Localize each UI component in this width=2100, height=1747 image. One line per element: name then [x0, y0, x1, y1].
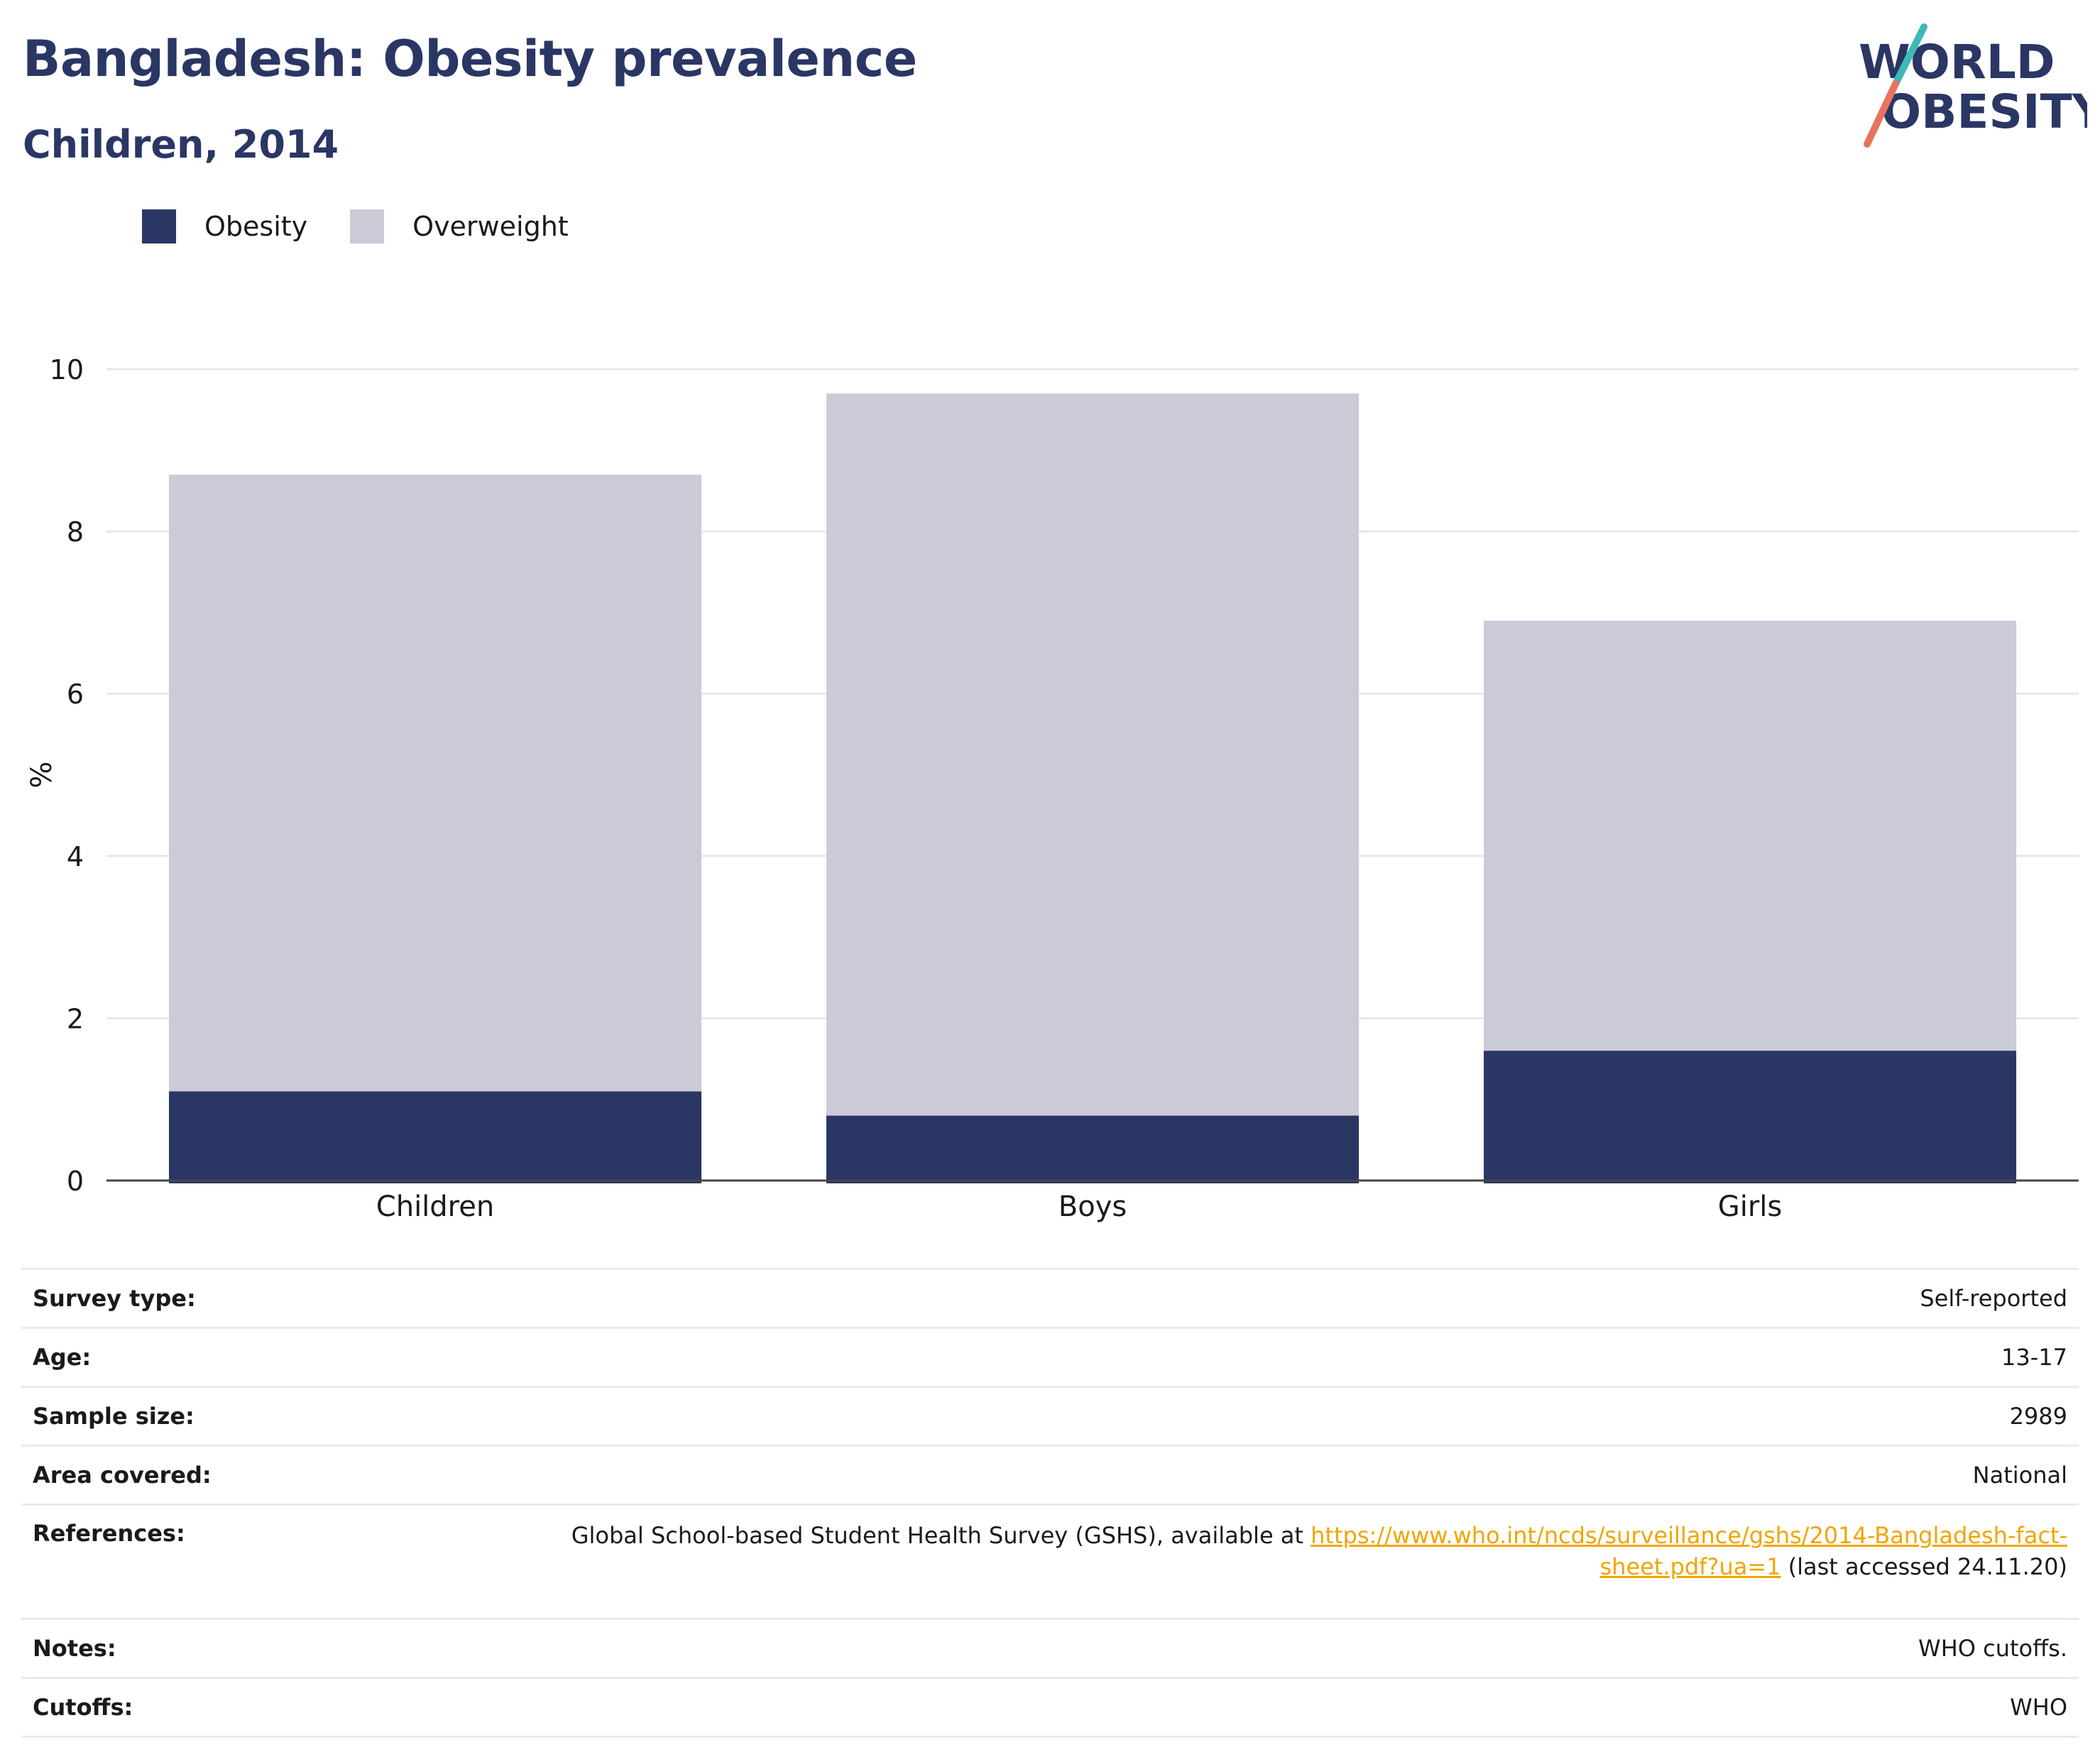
bar-obesity-girls[interactable] — [1483, 1051, 2017, 1183]
y-tick-label: 6 — [67, 679, 84, 710]
bar-overweight-girls[interactable] — [1483, 620, 2017, 1051]
logo-slash-teal — [1892, 23, 1927, 87]
info-row-sample-size: Sample size: 2989 — [21, 1386, 2079, 1445]
reference-accessed: (last accessed 24.11.20) — [1781, 1553, 2067, 1580]
info-row-references: References: Global School-based Student … — [21, 1504, 2079, 1618]
bar-obesity-boys[interactable] — [826, 1115, 1360, 1183]
info-row-survey-type: Survey type: Self-reported — [21, 1268, 2079, 1327]
world-obesity-logo: WORLD OBESITY — [1859, 23, 2087, 148]
bar-overweight-children[interactable] — [168, 474, 702, 1092]
bar-chart: 0 2 4 6 8 10% Children Boys Girls — [26, 354, 2079, 1223]
logo-text-obesity: OBESITY — [1881, 84, 2087, 139]
x-tick-label: Children — [376, 1190, 494, 1223]
page-title: Bangladesh: Obesity prevalence — [23, 30, 917, 88]
legend-swatch-obesity — [142, 209, 176, 243]
y-tick-label: 2 — [67, 1003, 84, 1034]
info-label: Area covered: — [33, 1462, 212, 1489]
bar-obesity-children[interactable] — [168, 1091, 702, 1183]
info-label: Age: — [33, 1344, 92, 1371]
legend-label-obesity: Obesity — [204, 211, 308, 242]
info-label: Cutoffs: — [33, 1694, 133, 1721]
info-label: Sample size: — [33, 1403, 195, 1430]
info-value: WHO cutoffs. — [1918, 1635, 2067, 1662]
y-tick-label: 10 — [50, 354, 84, 385]
legend-label-overweight: Overweight — [412, 211, 569, 242]
info-label: Survey type: — [33, 1285, 196, 1312]
info-value: Global School-based Student Health Surve… — [534, 1520, 2067, 1582]
info-row-age: Age: 13-17 — [21, 1327, 2079, 1386]
info-row-notes: Notes: WHO cutoffs. — [21, 1618, 2079, 1677]
info-value: National — [1972, 1462, 2067, 1489]
info-label: References: — [33, 1520, 185, 1547]
chart-axes: 0 2 4 6 8 10% Children Boys Girls — [26, 354, 2079, 1223]
info-value: Self-reported — [1920, 1285, 2067, 1312]
y-tick-label: 4 — [67, 841, 84, 872]
info-value: WHO — [2010, 1694, 2067, 1721]
y-tick-label: 8 — [67, 517, 84, 548]
info-row-cutoffs: Cutoffs: WHO — [21, 1677, 2079, 1738]
info-row-area: Area covered: National — [21, 1445, 2079, 1504]
bar-overweight-boys[interactable] — [826, 393, 1360, 1116]
info-label: Notes: — [33, 1635, 116, 1662]
x-tick-label: Girls — [1718, 1190, 1783, 1223]
logo-slash-coral — [1864, 80, 1899, 148]
survey-info-table: Survey type: Self-reported Age: 13-17 Sa… — [21, 1268, 2079, 1738]
reference-text: Global School-based Student Health Surve… — [571, 1522, 1311, 1549]
legend-item-obesity[interactable]: Obesity — [142, 209, 307, 243]
legend-swatch-overweight — [350, 209, 385, 243]
chart-bars — [168, 393, 2017, 1183]
info-value: 2989 — [2009, 1403, 2067, 1430]
page-subtitle: Children, 2014 — [23, 122, 339, 167]
reference-link[interactable]: https://www.who.int/ncds/surveillance/gs… — [1311, 1522, 2067, 1580]
y-tick-label: 0 — [67, 1166, 84, 1197]
logo-text-world: WORLD — [1859, 35, 2055, 89]
legend-item-overweight[interactable]: Overweight — [350, 209, 569, 243]
x-tick-label: Boys — [1059, 1190, 1127, 1223]
chart-legend: Obesity Overweight — [142, 209, 611, 243]
y-axis-label: % — [26, 761, 58, 788]
info-value: 13-17 — [2001, 1344, 2067, 1371]
